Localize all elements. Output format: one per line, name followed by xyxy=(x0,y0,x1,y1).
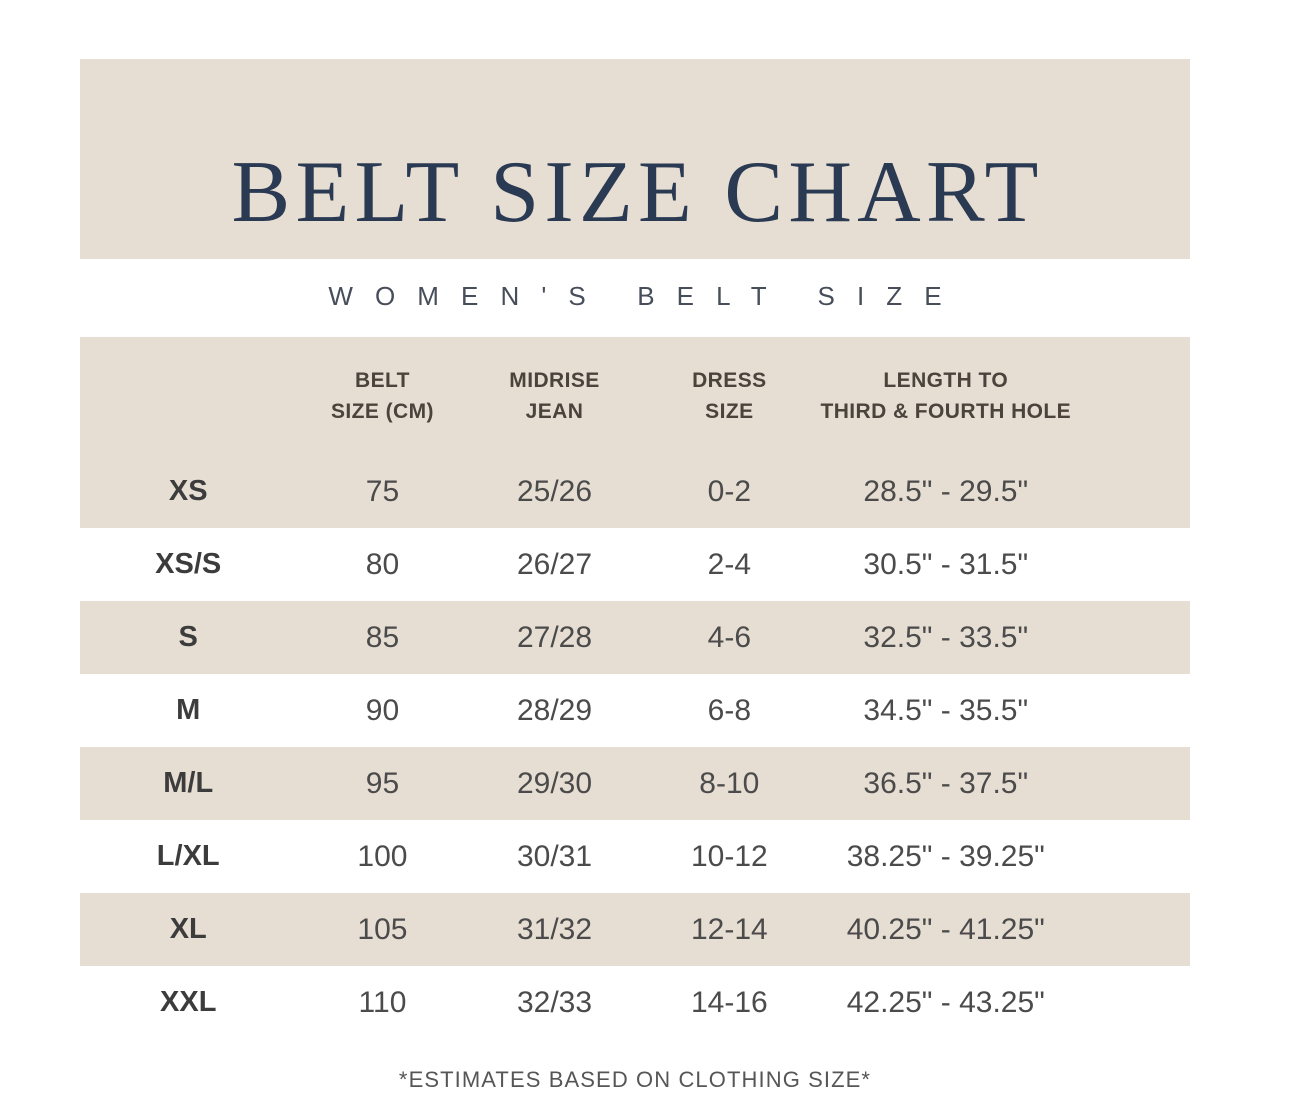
cell-midrise-jean: 31/32 xyxy=(516,912,593,946)
table-row: XS 75 25/26 0-2 28.5" - 29.5" xyxy=(80,455,1190,528)
cell-size: XXL xyxy=(160,986,217,1018)
cell-size: S xyxy=(178,621,198,653)
cell-dress-size: 6-8 xyxy=(707,693,751,727)
cell-belt-cm: 100 xyxy=(357,839,408,873)
table-row: M/L 95 29/30 8-10 36.5" - 37.5" xyxy=(80,747,1190,820)
table-row: XL 105 31/32 12-14 40.25" - 41.25" xyxy=(80,893,1190,966)
title-banner: BELT SIZE CHART xyxy=(80,59,1190,259)
table-row: XXL 110 32/33 14-16 42.25" - 43.25" xyxy=(80,966,1190,1039)
header-line: THIRD & FOURTH HOLE xyxy=(820,400,1072,423)
table-row: XS/S 80 26/27 2-4 30.5" - 31.5" xyxy=(80,528,1190,601)
cell-size: M xyxy=(176,694,201,726)
cell-size: M/L xyxy=(163,767,214,799)
cell-length: 40.25" - 41.25" xyxy=(846,912,1045,946)
header-line: BELT xyxy=(354,368,410,392)
cell-dress-size: 8-10 xyxy=(699,766,760,800)
cell-dress-size: 10-12 xyxy=(690,839,768,873)
header-line: JEAN xyxy=(525,400,584,423)
cell-size: XL xyxy=(169,913,207,945)
cell-belt-cm: 110 xyxy=(358,985,407,1019)
cell-size: XS xyxy=(168,475,208,507)
table-row: S 85 27/28 4-6 32.5" - 33.5" xyxy=(80,601,1190,674)
subtitle: WOMEN'S BELT SIZE xyxy=(328,281,964,311)
column-header-midrise-jean: MIDRISE JEAN xyxy=(468,365,640,428)
cell-length: 36.5" - 37.5" xyxy=(863,766,1029,800)
table-row: M 90 28/29 6-8 34.5" - 35.5" xyxy=(80,674,1190,747)
header-line: LENGTH TO xyxy=(883,368,1009,392)
cell-dress-size: 4-6 xyxy=(707,620,751,654)
column-header-belt-cm: BELT SIZE (CM) xyxy=(296,365,468,428)
cell-dress-size: 12-14 xyxy=(690,912,768,946)
cell-dress-size: 14-16 xyxy=(690,985,768,1019)
cell-size: L/XL xyxy=(156,840,220,872)
chart-content: BELT SIZE CHART WOMEN'S BELT SIZE BELT S… xyxy=(80,59,1190,1093)
cell-midrise-jean: 32/33 xyxy=(516,985,593,1019)
column-header-length: LENGTH TO THIRD & FOURTH HOLE xyxy=(818,365,1073,428)
header-line: SIZE (CM) xyxy=(330,400,434,423)
table-row: L/XL 100 30/31 10-12 38.25" - 39.25" xyxy=(80,820,1190,893)
header-line: DRESS xyxy=(692,368,767,392)
cell-size: XS/S xyxy=(155,548,222,580)
cell-length: 38.25" - 39.25" xyxy=(846,839,1045,873)
cell-length: 30.5" - 31.5" xyxy=(863,547,1029,581)
cell-dress-size: 2-4 xyxy=(707,547,751,581)
cell-belt-cm: 90 xyxy=(365,693,400,727)
cell-midrise-jean: 26/27 xyxy=(516,547,593,581)
header-line: MIDRISE xyxy=(509,368,600,392)
cell-belt-cm: 105 xyxy=(357,912,408,946)
cell-midrise-jean: 30/31 xyxy=(516,839,593,873)
cell-dress-size: 0-2 xyxy=(707,474,751,508)
page-title: BELT SIZE CHART xyxy=(231,144,1044,241)
cell-length: 32.5" - 33.5" xyxy=(863,620,1029,654)
cell-midrise-jean: 27/28 xyxy=(516,620,593,654)
column-header-dress-size: DRESS SIZE xyxy=(641,365,819,428)
cell-belt-cm: 85 xyxy=(365,620,400,654)
cell-belt-cm: 75 xyxy=(365,474,400,508)
cell-midrise-jean: 29/30 xyxy=(516,766,593,800)
cell-belt-cm: 95 xyxy=(365,766,400,800)
header-line: SIZE xyxy=(705,400,754,423)
size-table: BELT SIZE (CM) MIDRISE JEAN DRESS SIZE L… xyxy=(80,337,1190,1039)
table-header-row: BELT SIZE (CM) MIDRISE JEAN DRESS SIZE L… xyxy=(80,337,1190,455)
cell-length: 42.25" - 43.25" xyxy=(846,985,1045,1019)
cell-midrise-jean: 25/26 xyxy=(516,474,593,508)
cell-length: 28.5" - 29.5" xyxy=(863,474,1029,508)
cell-midrise-jean: 28/29 xyxy=(516,693,593,727)
footnote: *ESTIMATES BASED ON CLOTHING SIZE* xyxy=(398,1067,872,1092)
cell-length: 34.5" - 35.5" xyxy=(863,693,1029,727)
cell-belt-cm: 80 xyxy=(365,547,400,581)
